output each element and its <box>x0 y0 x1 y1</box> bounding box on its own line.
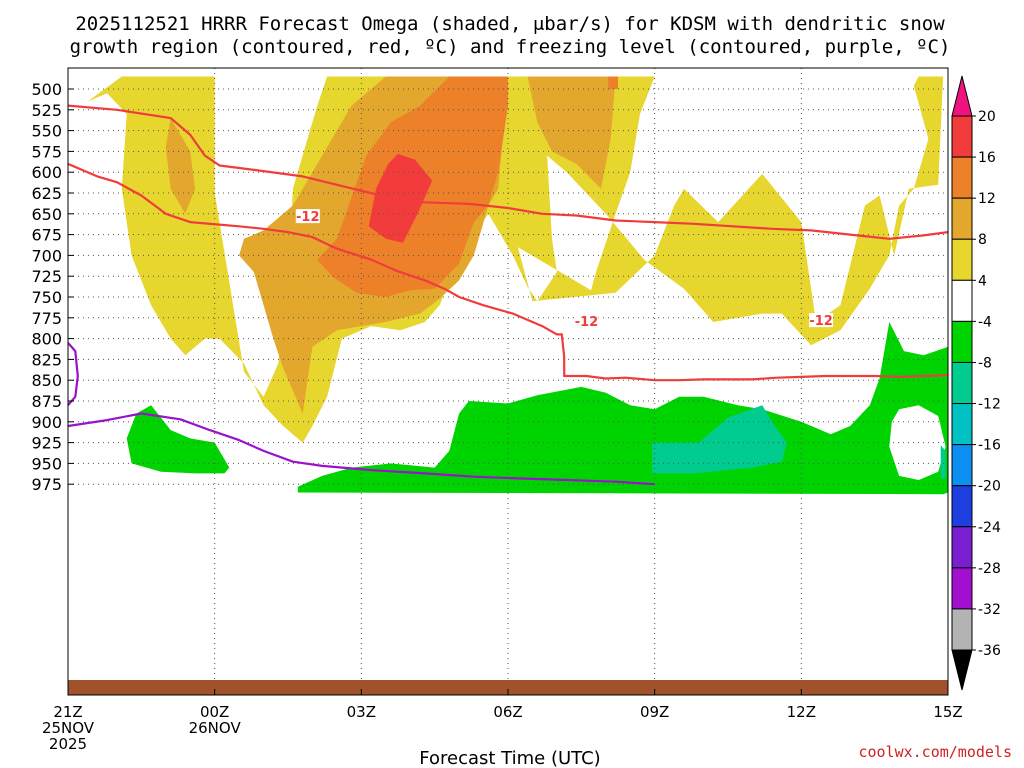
colorbar-label-2: 12 <box>978 191 996 207</box>
colorbar-label-0: 20 <box>978 109 996 125</box>
colorbar-label-5: -4 <box>978 314 992 330</box>
colorbar-label-6: -8 <box>978 355 992 371</box>
contour-label-2: -12 <box>809 314 833 329</box>
omega-region-4 <box>608 76 618 89</box>
y-tick-label-500: 500 <box>31 80 62 99</box>
x-tick-label-3-0: 00Z <box>200 703 229 721</box>
colorbar-label-12: -32 <box>978 602 1001 618</box>
colorbar-box-9 <box>951 485 973 528</box>
contour-label-bg-0 <box>295 209 320 224</box>
contour-label-bg-1 <box>574 313 599 328</box>
freezing-level-contour-1 <box>68 412 655 486</box>
x-tick-label-3-1: 26NOV <box>189 719 242 737</box>
colorbar-label-7: -12 <box>978 397 1001 413</box>
y-tick-label-675: 675 <box>31 226 62 245</box>
y-tick-label-650: 650 <box>31 205 62 224</box>
y-tick-label-950: 950 <box>31 454 62 473</box>
y-tick-label-625: 625 <box>31 184 62 203</box>
x-tick-label-18-0: 15Z <box>933 703 962 721</box>
y-tick-label-850: 850 <box>31 371 62 390</box>
omega-region-0 <box>87 76 944 443</box>
contour-label-1: -12 <box>575 315 599 330</box>
colorbar: 20 16 12 8 4 -4 -8 -12 -16 -20 -24 -28 -32 -36 <box>951 75 1001 691</box>
y-tick-label-575: 575 <box>31 142 62 161</box>
x-tick-label-15-0: 12Z <box>787 703 816 721</box>
colorbar-box-2 <box>951 197 973 240</box>
colorbar-label-10: -24 <box>978 520 1001 536</box>
contour-labels: -12 -12 -12 <box>295 209 834 330</box>
colorbar-label-13: -36 <box>978 643 1001 659</box>
colorbar-box-5 <box>951 320 973 363</box>
x-tick-label-0-2: 2025 <box>49 735 87 753</box>
y-tick-label-875: 875 <box>31 392 62 411</box>
colorbar-box-0 <box>951 115 973 158</box>
contour-label-0: -12 <box>296 210 320 225</box>
colorbar-box-6 <box>951 361 973 405</box>
omega-region-8 <box>889 405 946 480</box>
y-tick-label-550: 550 <box>31 122 62 141</box>
y-tick-label-600: 600 <box>31 163 62 182</box>
omega-region-10 <box>940 445 946 479</box>
credit-text: coolwx.com/models <box>858 743 1012 761</box>
contour-lines <box>68 104 948 486</box>
grid-lines <box>68 68 948 695</box>
y-tick-label-775: 775 <box>31 309 62 328</box>
colorbar-box-12 <box>951 608 973 651</box>
colorbar-label-11: -28 <box>978 561 1001 577</box>
ground-strip <box>68 680 948 695</box>
freezing-level-contour-0 <box>68 342 79 406</box>
colorbar-label-1: 16 <box>978 150 996 166</box>
dgz-contour-1 <box>68 162 948 382</box>
colorbar-box-11 <box>951 567 973 610</box>
plot-area <box>68 68 948 695</box>
colorbar-box-10 <box>951 526 973 569</box>
contour-label-bg-2 <box>809 313 834 328</box>
colorbar-label-4: 4 <box>978 273 987 289</box>
y-tick-label-525: 525 <box>31 101 62 120</box>
colorbar-box-1 <box>951 156 973 199</box>
colorbar-label-9: -20 <box>978 479 1001 495</box>
y-tick-label-750: 750 <box>31 288 62 307</box>
y-tick-label-900: 900 <box>31 413 62 432</box>
chart-title-line1: 2025112521 HRRR Forecast Omega (shaded, … <box>75 13 945 35</box>
colorbar-box-3 <box>951 238 973 281</box>
omega-region-7 <box>297 322 948 495</box>
x-tick-label-0-0: 21Z <box>53 703 82 721</box>
colorbar-label-3: 8 <box>978 232 987 248</box>
colorbar-box-4 <box>951 279 973 322</box>
dgz-contour-0 <box>68 104 948 240</box>
y-tick-label-825: 825 <box>31 350 62 369</box>
omega-region-1 <box>165 118 196 214</box>
chart-title-line2: growth region (contoured, red, ºC) and f… <box>70 36 951 58</box>
colorbar-top-arrow <box>951 75 973 117</box>
x-tick-label-9-0: 06Z <box>493 703 522 721</box>
colorbar-box-7 <box>951 403 973 446</box>
omega-region-6 <box>126 405 230 474</box>
omega-shaded-regions <box>87 76 948 495</box>
x-axis-label: Forecast Time (UTC) <box>419 748 600 768</box>
x-tick-label-0-1: 25NOV <box>42 719 95 737</box>
colorbar-box-8 <box>951 444 973 487</box>
y-tick-label-975: 975 <box>31 475 62 494</box>
colorbar-bottom-arrow <box>951 649 973 691</box>
y-tick-label-925: 925 <box>31 434 62 453</box>
y-tick-label-700: 700 <box>31 246 62 265</box>
x-tick-label-12-0: 09Z <box>640 703 669 721</box>
x-tick-label-6-0: 03Z <box>347 703 376 721</box>
y-axis: 5005255505756006256506757007257507758008… <box>31 80 74 494</box>
y-tick-label-800: 800 <box>31 330 62 349</box>
y-tick-label-725: 725 <box>31 267 62 286</box>
colorbar-label-8: -16 <box>978 438 1001 454</box>
